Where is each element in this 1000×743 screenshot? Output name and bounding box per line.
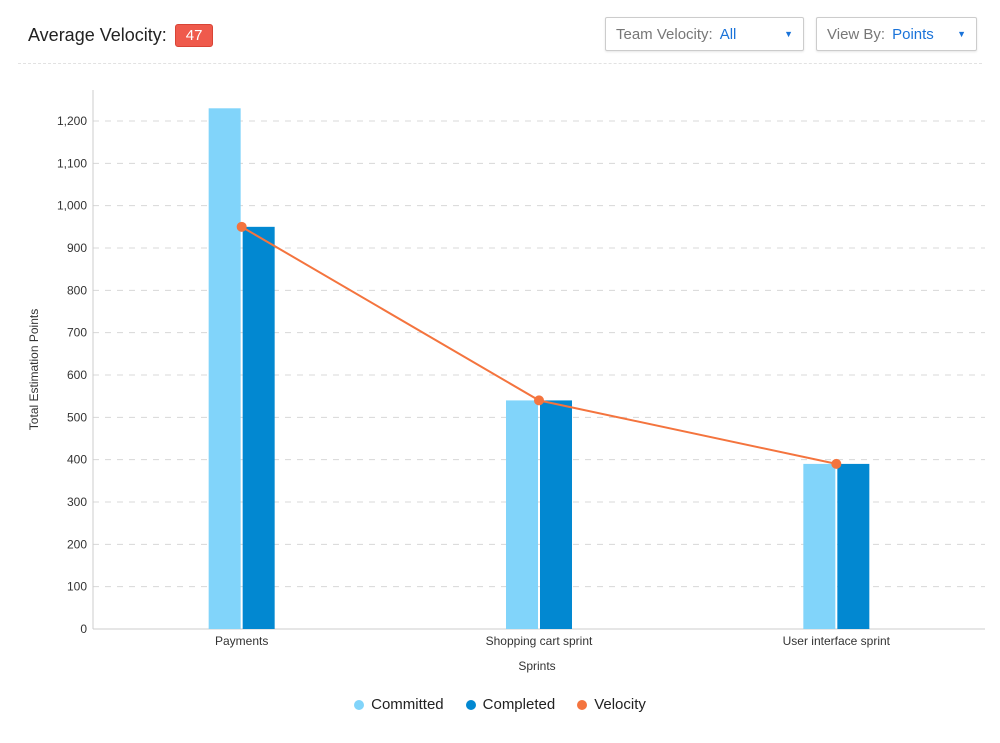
y-tick-label: 700 xyxy=(67,326,87,340)
bar-completed xyxy=(837,463,870,629)
y-tick-label: 400 xyxy=(67,453,87,467)
view-by-dropdown[interactable]: View By: Points ▼ xyxy=(816,17,977,51)
x-tick-label: User interface sprint xyxy=(783,634,891,648)
y-tick-label: 600 xyxy=(67,368,87,382)
team-velocity-value: All xyxy=(719,25,737,43)
bar-completed xyxy=(540,400,572,629)
view-by-value: Points xyxy=(892,25,934,43)
team-velocity-dropdown[interactable]: Team Velocity: All ▼ xyxy=(605,17,804,51)
bar-committed xyxy=(803,463,836,629)
legend: Committed Completed Velocity xyxy=(0,696,1000,713)
average-velocity-badge: 47 xyxy=(174,24,214,47)
legend-item-committed[interactable]: Committed xyxy=(354,696,444,713)
header-divider xyxy=(18,63,982,64)
y-tick-label: 800 xyxy=(67,283,87,297)
velocity-point xyxy=(831,458,842,469)
view-by-label: View By: xyxy=(827,25,886,43)
y-axis-title: Total Estimation Points xyxy=(27,309,41,430)
bar-completed xyxy=(242,226,275,630)
x-tick-label: Shopping cart sprint xyxy=(486,634,593,648)
legend-label: Committed xyxy=(371,696,444,713)
y-tick-label: 900 xyxy=(67,241,87,255)
velocity-point xyxy=(236,221,247,232)
y-tick-label: 0 xyxy=(80,622,87,636)
average-velocity-label: Average Velocity: xyxy=(28,25,167,45)
y-tick-label: 500 xyxy=(67,410,87,424)
y-tick-label: 1,200 xyxy=(57,114,87,128)
completed-dot-icon xyxy=(465,699,476,710)
caret-down-icon: ▼ xyxy=(784,29,793,39)
velocity-point xyxy=(534,395,544,406)
legend-item-velocity[interactable]: Velocity xyxy=(577,696,646,713)
average-velocity: Average Velocity: 47 xyxy=(28,24,214,47)
y-tick-label: 200 xyxy=(67,537,87,551)
caret-down-icon: ▼ xyxy=(957,29,966,39)
velocity-line xyxy=(241,225,837,465)
y-tick-label: 1,100 xyxy=(57,156,87,170)
x-axis-title: Sprints xyxy=(518,659,555,673)
y-tick-label: 300 xyxy=(67,495,87,509)
bar-committed xyxy=(506,400,538,629)
y-tick-label: 100 xyxy=(67,580,87,594)
bar-committed xyxy=(208,108,241,630)
velocity-dot-icon xyxy=(577,699,588,710)
x-tick-label: Payments xyxy=(215,634,268,648)
legend-label: Completed xyxy=(482,696,556,713)
legend-label: Velocity xyxy=(594,696,646,713)
team-velocity-label: Team Velocity: xyxy=(616,25,713,43)
committed-dot-icon xyxy=(354,699,365,710)
y-tick-label: 1,000 xyxy=(57,199,87,213)
legend-item-completed[interactable]: Completed xyxy=(465,696,556,713)
